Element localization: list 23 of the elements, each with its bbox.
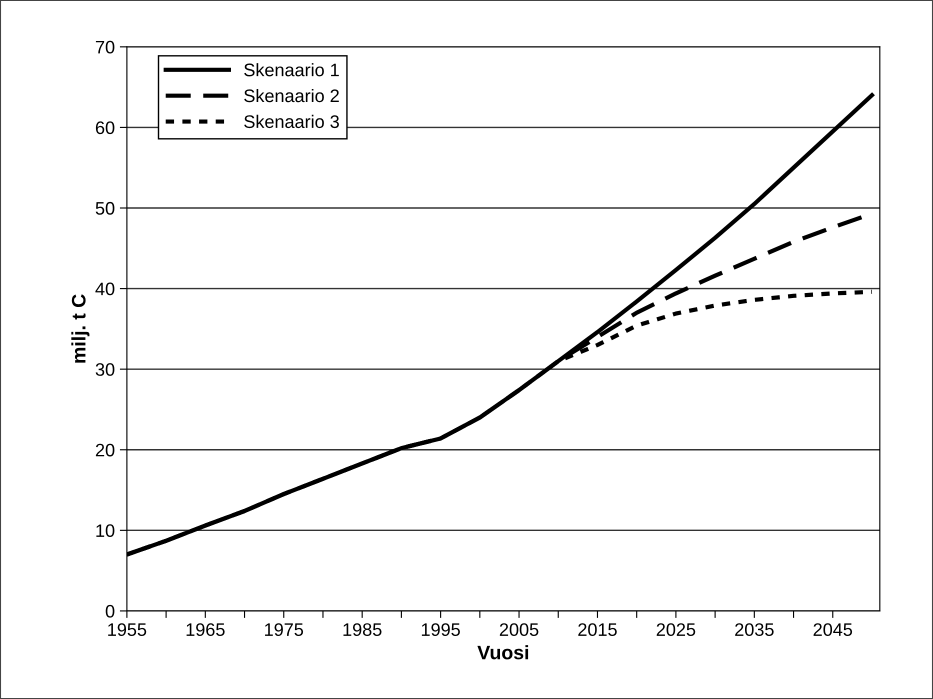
- y-tick-label: 40: [95, 282, 114, 296]
- y-axis-title: milj. t C: [71, 294, 90, 363]
- x-tick-label: 1965: [186, 623, 225, 636]
- legend-label: Skenaario 1: [244, 63, 339, 76]
- x-tick-label: 1995: [422, 623, 460, 636]
- y-tick-label: 0: [106, 604, 114, 618]
- x-tick-label: 2045: [814, 623, 852, 636]
- x-tick-label: 2035: [735, 623, 774, 636]
- y-tick-label: 30: [96, 363, 114, 376]
- x-tick-label: 1985: [343, 623, 382, 636]
- legend-label: Skenaario 3: [244, 114, 339, 128]
- y-tick-label: 70: [96, 40, 114, 54]
- y-tick-label: 20: [96, 444, 114, 456]
- x-tick-label: 1955: [108, 623, 146, 636]
- x-tick-label: 2015: [578, 623, 617, 636]
- x-tick-label: 1975: [265, 623, 304, 636]
- x-axis-title: Vuosi: [477, 645, 528, 660]
- x-tick-label: 2005: [500, 623, 538, 636]
- legend-label: Skenaario 2: [244, 88, 339, 102]
- y-tick-label: 60: [96, 121, 114, 134]
- y-tick-label: 10: [96, 524, 114, 538]
- y-tick-label: 50: [96, 202, 114, 215]
- x-tick-label: 2025: [656, 623, 696, 636]
